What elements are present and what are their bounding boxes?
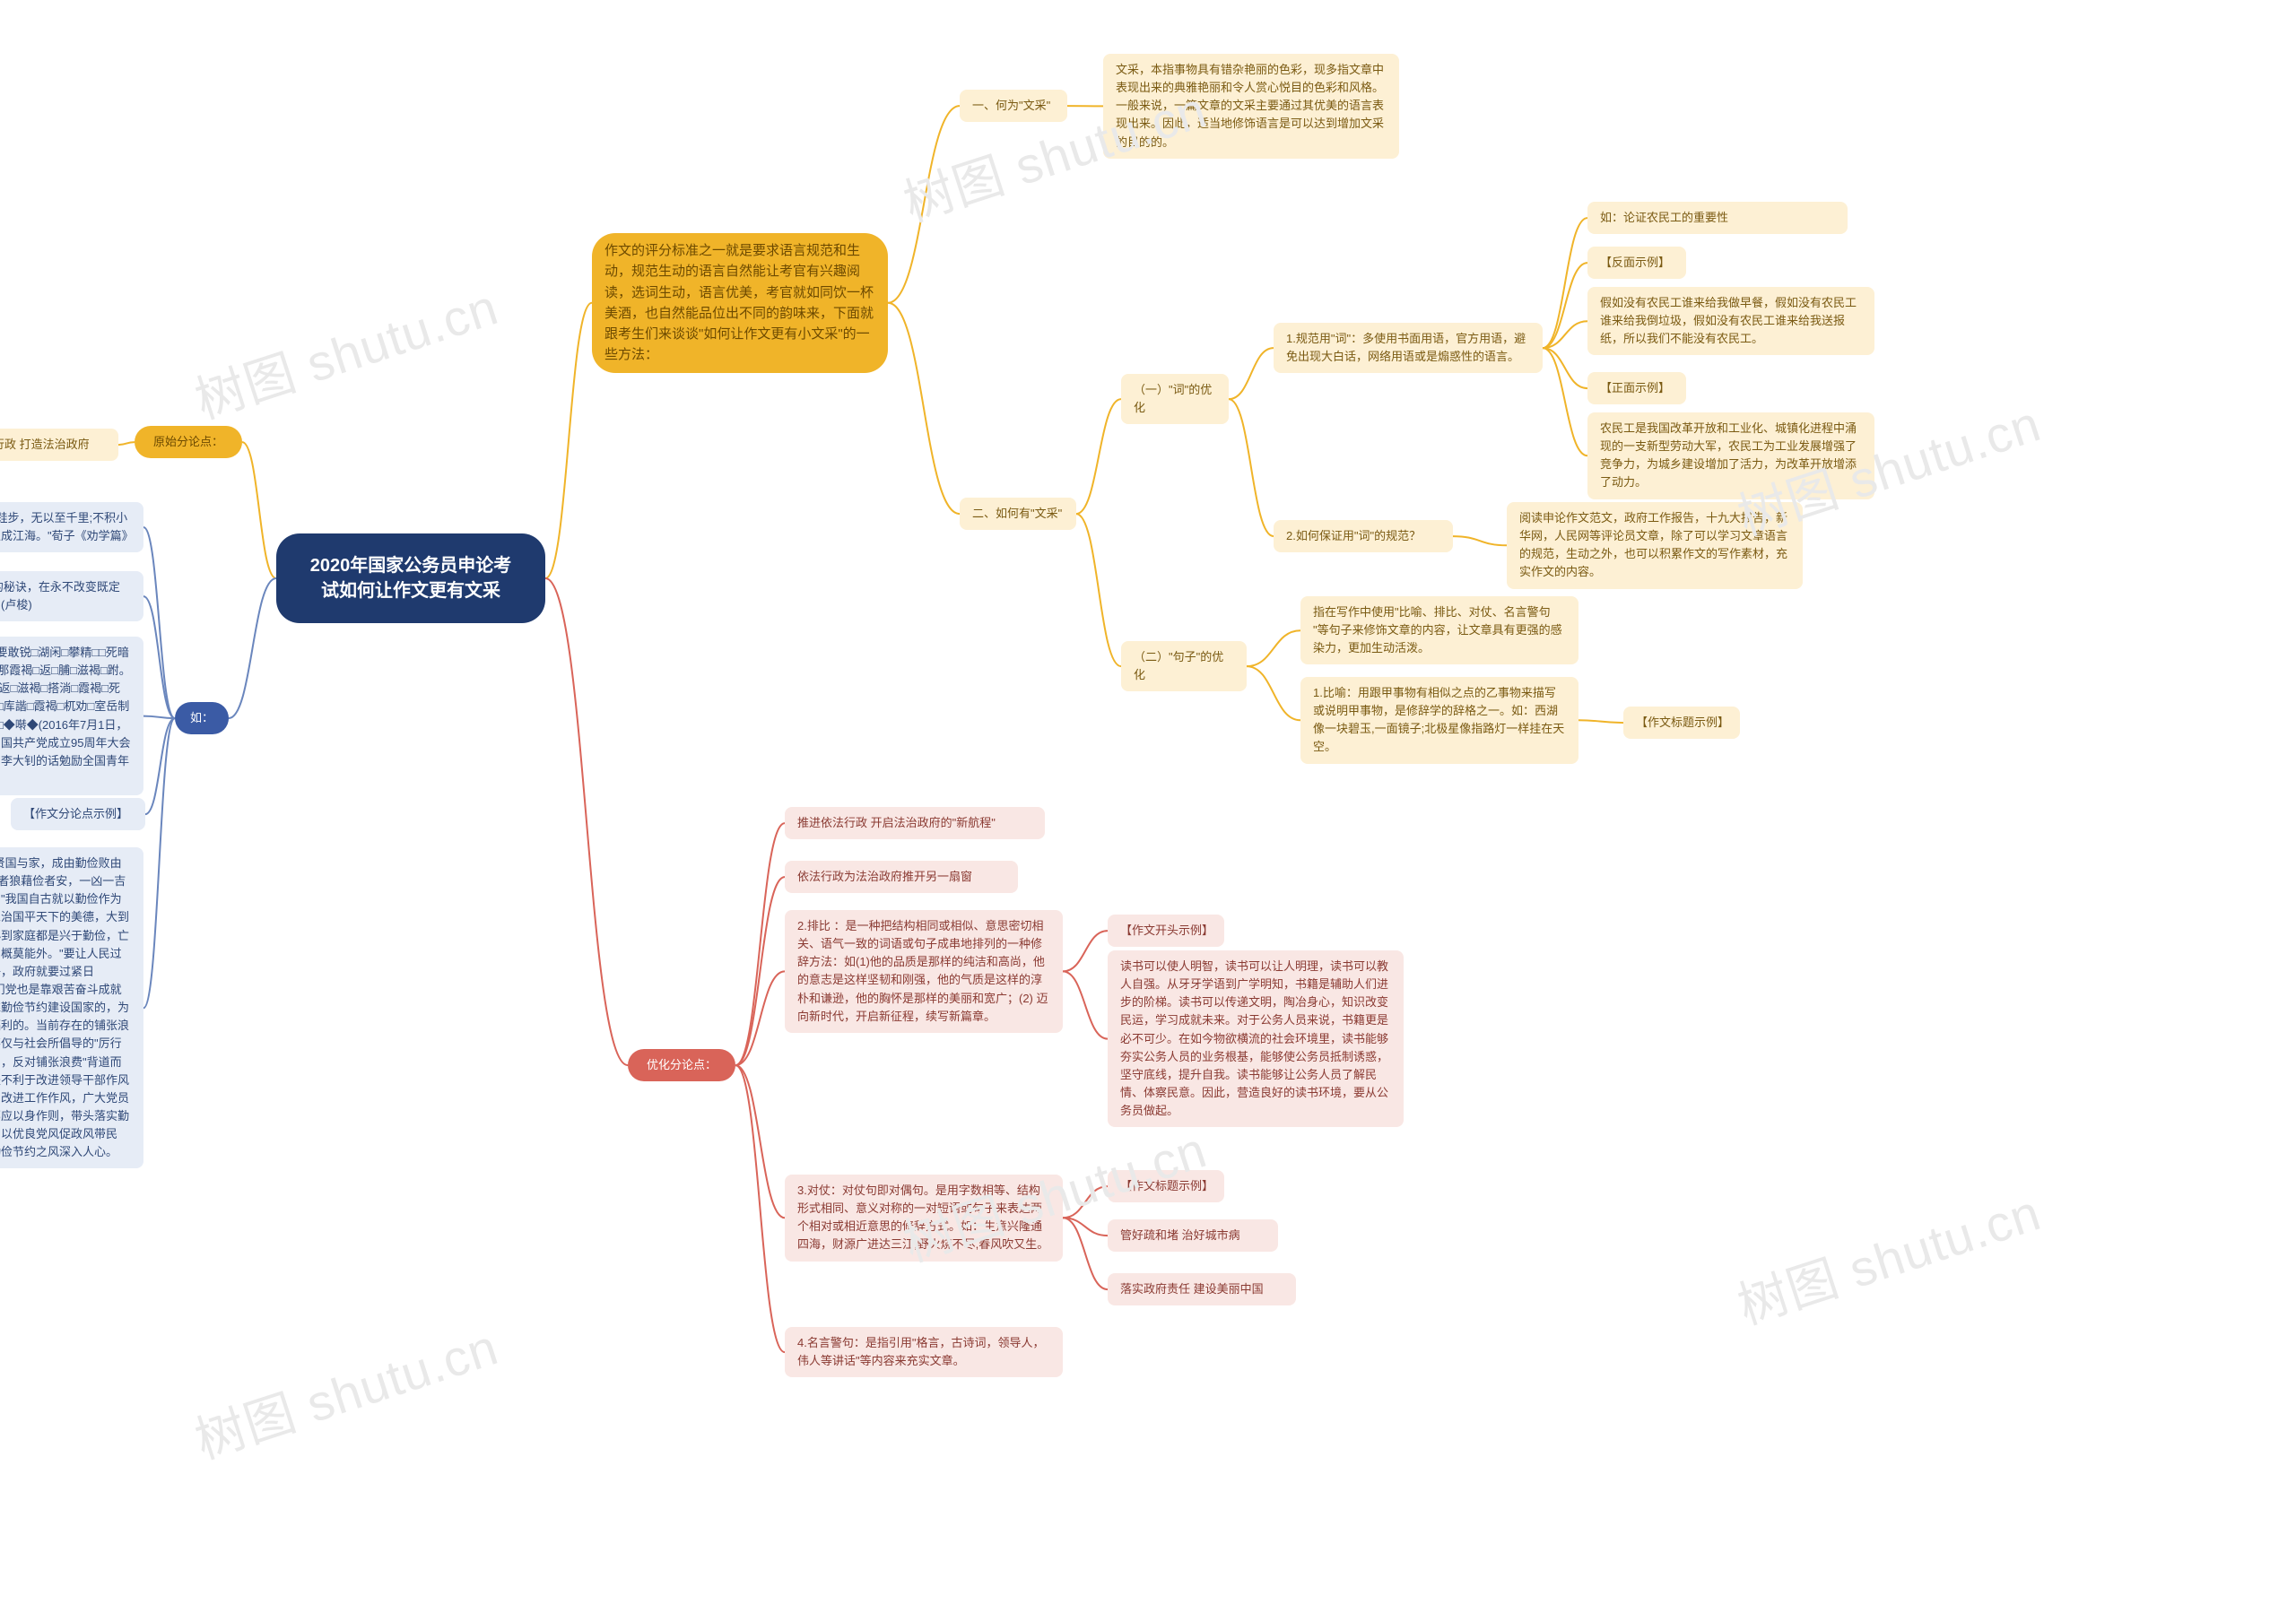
mindmap-node[interactable]: (1)"不积跬步，无以至千里;不积小流，无以成江海。"荀子《劝学篇》 <box>0 502 144 552</box>
edge-layer <box>0 0 2296 1613</box>
mindmap-node[interactable]: 【作文标题示例】 <box>1623 707 1740 739</box>
mindmap-node[interactable]: 2.如何保证用"词"的规范？ <box>1274 520 1453 552</box>
mindmap-node[interactable]: （二）"句子"的优化 <box>1121 641 1247 691</box>
edge <box>1063 971 1108 1038</box>
root-node[interactable]: 2020年国家公务员申论考试如何让作文更有文采 <box>276 533 545 623</box>
mindmap-node[interactable]: 依法行政 打造法治政府 <box>0 429 118 461</box>
mindmap-node[interactable]: "历览前贤国与家，成由勤俭败由奢。""奢者狼藉俭者安，一凶一吉在眼前。"我国自古… <box>0 847 144 1168</box>
mindmap-node[interactable]: 3.对仗：对仗句即对偶句。是用字数相等、结构形式相同、意义对称的一对短语或句子来… <box>785 1175 1063 1262</box>
mindmap-node[interactable]: (2)成功的秘诀，在永不改变既定的目的。(卢梭) <box>0 571 144 621</box>
edge <box>1063 931 1108 971</box>
mindmap-node[interactable]: 阅读申论作文范文，政府工作报告，十九大报告，新华网，人民网等评论员文章，除了可以… <box>1507 502 1803 589</box>
edge <box>1578 720 1623 723</box>
edge <box>1076 399 1121 514</box>
watermark: 树图 shutu.cn <box>185 1307 506 1473</box>
edge <box>242 442 276 578</box>
edge <box>144 596 175 718</box>
edge <box>1543 263 1587 348</box>
mindmap-node[interactable]: 作文的评分标准之一就是要求语言规范和生动，规范生动的语言自然能让考官有兴趣阅读，… <box>592 233 888 373</box>
mindmap-node[interactable]: 【作文分论点示例】 <box>11 798 145 830</box>
mindmap-node[interactable]: 读书可以使人明智，读书可以让人明理，读书可以教人自强。从牙牙学语到广学明知，书籍… <box>1108 950 1404 1127</box>
edge <box>735 823 785 1065</box>
edge <box>1247 630 1300 666</box>
mindmap-node[interactable]: 管好疏和堵 治好城市病 <box>1108 1219 1278 1252</box>
mindmap-node[interactable]: 1.比喻：用跟甲事物有相似之点的乙事物来描写或说明甲事物，是修辞学的辞格之一。如… <box>1300 677 1578 764</box>
mindmap-node[interactable]: （一）"词"的优化 <box>1121 374 1229 424</box>
mindmap-node[interactable]: 4.名言警句：是指引用"格言，古诗词，领导人，伟人等讲话"等内容来充实文章。 <box>785 1327 1063 1377</box>
edge <box>735 971 785 1065</box>
watermark: 树图 shutu.cn <box>1727 1173 2048 1339</box>
edge <box>145 718 175 814</box>
edge <box>1229 348 1274 399</box>
mindmap-node[interactable]: (3)"青年要敢锐□湖闲□攀精□□死暗煨鞍 # □那霞褐□返□脯□滋褐□跗。□富… <box>0 637 144 795</box>
edge <box>888 106 960 303</box>
edge <box>735 1065 785 1352</box>
mindmap-node[interactable]: 【作文标题示例】 <box>1108 1170 1224 1202</box>
edge <box>144 527 175 718</box>
mindmap-node[interactable]: 【正面示例】 <box>1587 372 1686 404</box>
mindmap-node[interactable]: 依法行政为法治政府推开另一扇窗 <box>785 861 1018 893</box>
mindmap-node[interactable]: 推进依法行政 开启法治政府的"新航程" <box>785 807 1045 839</box>
mindmap-node[interactable]: 【反面示例】 <box>1587 247 1686 279</box>
edge <box>735 877 785 1065</box>
edge <box>1076 514 1121 666</box>
mindmap-node[interactable]: 如：论证农民工的重要性 <box>1587 202 1848 234</box>
mindmap-node[interactable]: 一、何为"文采" <box>960 90 1067 122</box>
mindmap-node[interactable]: 文采，本指事物具有错杂艳丽的色彩，现多指文章中表现出来的典雅艳丽和令人赏心悦目的… <box>1103 54 1399 159</box>
mindmap-node[interactable]: 假如没有农民工谁来给我做早餐，假如没有农民工谁来给我倒垃圾，假如没有农民工谁来给… <box>1587 287 1874 355</box>
edge <box>1543 321 1587 348</box>
edge <box>1063 1186 1108 1218</box>
edge <box>545 303 592 578</box>
edge <box>229 578 276 718</box>
mindmap-node[interactable]: 农民工是我国改革开放和工业化、城镇化进程中涌现的一支新型劳动大军，农民工为工业发… <box>1587 412 1874 499</box>
mindmap-node[interactable]: 落实政府责任 建设美丽中国 <box>1108 1273 1296 1305</box>
edge <box>1543 218 1587 348</box>
edge <box>1543 348 1587 388</box>
mindmap-node[interactable]: 优化分论点： <box>628 1049 735 1081</box>
edge <box>144 718 175 1008</box>
edge <box>735 1065 785 1218</box>
edge <box>1229 399 1274 536</box>
edge <box>144 716 175 719</box>
edge <box>888 303 960 514</box>
edge <box>118 442 135 445</box>
mindmap-node[interactable]: 【作文开头示例】 <box>1108 915 1224 947</box>
edge <box>1453 536 1507 545</box>
edge <box>545 578 628 1065</box>
edge <box>1247 666 1300 720</box>
mindmap-node[interactable]: 二、如何有"文采" <box>960 498 1076 530</box>
mindmap-node[interactable]: 1.规范用"词"：多使用书面用语，官方用语，避免出现大白话，网络用语或是煽惑性的… <box>1274 323 1543 373</box>
mindmap-node[interactable]: 2.排比 ：是一种把结构相同或相似、意思密切相关、语气一致的词语或句子成串地排列… <box>785 910 1063 1033</box>
edge <box>1543 348 1587 455</box>
mindmap-node[interactable]: 原始分论点： <box>135 426 242 458</box>
mindmap-node[interactable]: 指在写作中使用"比喻、排比、对仗、名言警句 "等句子来修饰文章的内容，让文章具有… <box>1300 596 1578 664</box>
watermark: 树图 shutu.cn <box>185 267 506 433</box>
edge <box>1063 1218 1108 1289</box>
mindmap-node[interactable]: 如： <box>175 702 229 734</box>
edge <box>1063 1218 1108 1236</box>
